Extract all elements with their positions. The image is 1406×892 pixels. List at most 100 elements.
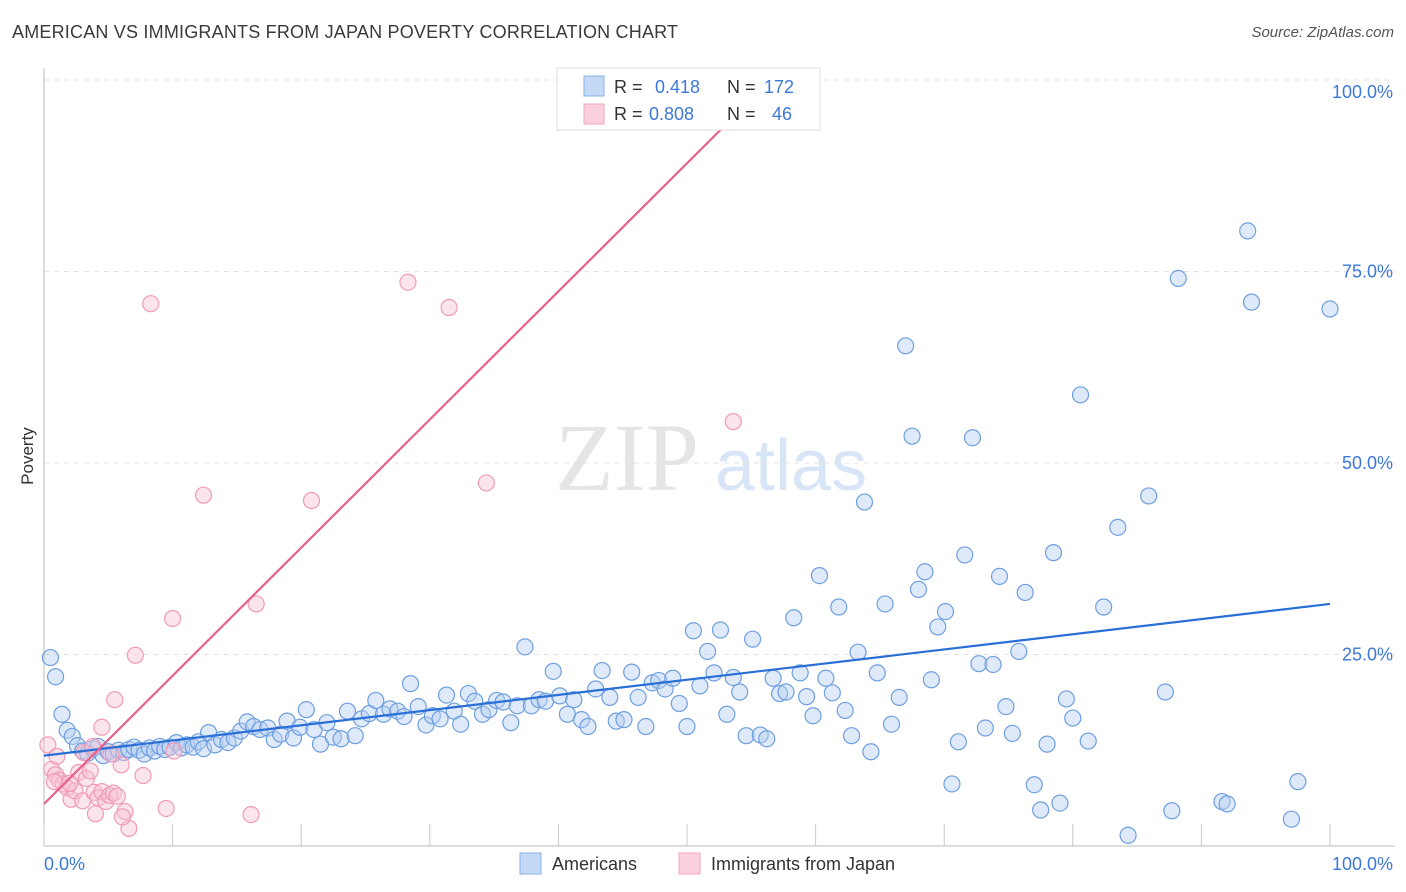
- japan-point-36: [440, 298, 458, 317]
- japan-point-32: [242, 805, 260, 824]
- americans-point-85: [579, 717, 597, 736]
- y-tick-label-2: 75.0%: [1342, 262, 1393, 282]
- americans-point-100: [684, 622, 703, 640]
- americans-point-93: [637, 717, 655, 736]
- americans-point-43: [284, 729, 303, 747]
- japan-point-35: [399, 273, 417, 291]
- japan-point-42: [102, 745, 120, 763]
- americans-point-64: [431, 710, 449, 728]
- japan-point-27: [142, 295, 160, 313]
- americans-point-160: [1095, 598, 1113, 616]
- japan-point-26: [134, 766, 152, 785]
- legend-n-label-2: N =: [727, 104, 756, 124]
- americans-point-145: [984, 655, 1002, 674]
- americans-point-114: [777, 683, 795, 701]
- americans-point-137: [929, 618, 947, 636]
- legend-n-value-1: 172: [764, 77, 794, 97]
- americans-point-76: [516, 638, 534, 656]
- americans-point-80: [544, 662, 562, 680]
- japan-point-34: [302, 491, 321, 510]
- americans-point-97: [664, 669, 682, 687]
- bottom-legend: Americans Immigrants from Japan: [519, 852, 895, 875]
- japan-point-25: [126, 646, 144, 664]
- americans-point-118: [804, 707, 822, 725]
- americans-point-52: [346, 727, 364, 745]
- legend-n-label-1: N =: [727, 77, 756, 97]
- americans-point-115: [785, 609, 803, 627]
- americans-point-87: [593, 661, 611, 680]
- japan-point-18: [108, 787, 126, 805]
- americans-point-128: [868, 664, 886, 682]
- y-axis-label: Poverty: [18, 427, 37, 485]
- americans-point-170: [1242, 293, 1261, 311]
- bottom-legend-americans: Americans: [552, 854, 637, 874]
- americans-point-129: [876, 595, 894, 613]
- americans-point-146: [990, 567, 1009, 585]
- americans-point-150: [1016, 583, 1034, 602]
- americans-point-144: [976, 719, 994, 737]
- americans-point-138: [936, 603, 955, 621]
- japan-point-33: [247, 595, 265, 613]
- americans-point-143: [970, 655, 988, 673]
- bottom-legend-swatch-pink: [678, 852, 701, 875]
- americans-point-130: [882, 715, 901, 733]
- x-tick-label-0: 0.0%: [44, 854, 85, 874]
- americans-point-172: [1289, 773, 1307, 791]
- americans-point-169: [1239, 222, 1257, 240]
- americans-trend-line: [43, 602, 1331, 757]
- legend-swatch-pink: [583, 103, 605, 125]
- americans-point-60: [401, 675, 420, 693]
- americans-point-109: [743, 630, 762, 648]
- americans-point-133: [903, 427, 921, 445]
- japan-point-20: [93, 718, 111, 736]
- bottom-legend-swatch-blue: [519, 852, 542, 875]
- trend-lines: [43, 79, 1331, 805]
- americans-point-162: [1119, 826, 1137, 844]
- legend-n-value-2: 46: [772, 104, 792, 124]
- y-tick-label-1: 50.0%: [1342, 453, 1393, 473]
- americans-point-106: [724, 668, 742, 687]
- americans-point-75: [508, 697, 526, 715]
- americans-point-127: [862, 743, 880, 761]
- japan-point-40: [84, 737, 102, 756]
- japan-point-37: [477, 474, 495, 492]
- americans-point-92: [629, 688, 647, 706]
- tick-labels: 0.0% 100.0% 25.0% 50.0% 75.0% 100.0%: [44, 82, 1393, 874]
- americans-point-124: [843, 727, 861, 745]
- americans-point-44: [291, 718, 309, 736]
- americans-point-62: [417, 716, 435, 734]
- japan-point-29: [164, 609, 182, 628]
- gridlines: [44, 79, 1395, 655]
- americans-point-164: [1156, 683, 1174, 701]
- americans-point-55: [367, 691, 385, 710]
- chart-title: AMERICAN VS IMMIGRANTS FROM JAPAN POVERT…: [12, 22, 679, 42]
- americans-point-173: [1321, 300, 1339, 318]
- americans-point-159: [1079, 732, 1097, 750]
- americans-point-157: [1064, 709, 1082, 727]
- watermark-zip: ZIP: [555, 404, 699, 511]
- americans-point-67: [452, 715, 470, 733]
- bottom-legend-japan: Immigrants from Japan: [711, 854, 895, 874]
- x-tick-label-1: 100.0%: [1332, 854, 1393, 874]
- japan-point-30: [165, 742, 183, 760]
- y-tick-label-0: 25.0%: [1342, 645, 1393, 665]
- watermark-atlas: atlas: [715, 426, 867, 506]
- americans-point-104: [711, 621, 730, 639]
- americans-point-108: [737, 727, 755, 745]
- japan-point-31: [194, 486, 213, 504]
- americans-point-151: [1025, 776, 1043, 794]
- americans-point-134: [909, 580, 928, 598]
- japan-point-45: [45, 773, 63, 791]
- americans-point-50: [332, 730, 350, 748]
- japan-point-41: [86, 805, 105, 823]
- japan-trend-line: [43, 79, 772, 805]
- americans-point-154: [1044, 544, 1063, 562]
- americans-point-113: [770, 684, 789, 703]
- americans-point-139: [943, 775, 961, 793]
- americans-point-88: [601, 688, 619, 706]
- americans-point-116: [791, 664, 809, 682]
- americans-point-166: [1169, 269, 1187, 287]
- americans-point-155: [1051, 794, 1069, 812]
- americans-point-135: [916, 563, 934, 581]
